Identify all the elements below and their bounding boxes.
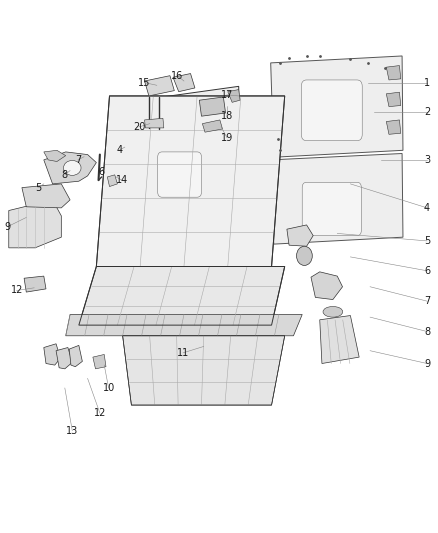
Polygon shape	[271, 154, 403, 244]
Polygon shape	[96, 96, 285, 266]
Text: 17: 17	[221, 90, 233, 100]
Text: 12: 12	[11, 286, 23, 295]
Text: 1: 1	[424, 78, 430, 87]
Polygon shape	[145, 76, 174, 96]
Polygon shape	[386, 120, 401, 134]
Text: 4: 4	[116, 146, 122, 155]
Text: 4: 4	[424, 203, 430, 213]
Polygon shape	[145, 118, 164, 128]
Polygon shape	[123, 336, 285, 405]
Polygon shape	[22, 184, 70, 208]
Polygon shape	[66, 314, 302, 336]
Text: 15: 15	[138, 78, 151, 87]
Polygon shape	[69, 345, 82, 367]
Text: 12: 12	[94, 408, 106, 418]
Text: 2: 2	[424, 107, 430, 117]
Text: 6: 6	[99, 167, 105, 176]
Text: 18: 18	[221, 111, 233, 121]
Text: 9: 9	[5, 222, 11, 231]
Ellipse shape	[323, 306, 343, 317]
Polygon shape	[386, 92, 401, 107]
Polygon shape	[271, 56, 403, 157]
FancyBboxPatch shape	[302, 182, 361, 236]
Polygon shape	[93, 354, 106, 369]
Text: 6: 6	[424, 266, 430, 276]
Polygon shape	[56, 348, 72, 369]
Text: 19: 19	[221, 133, 233, 142]
Polygon shape	[287, 225, 313, 246]
Text: 9: 9	[424, 359, 430, 368]
Polygon shape	[173, 74, 195, 92]
Polygon shape	[24, 276, 46, 292]
Polygon shape	[44, 152, 96, 184]
Polygon shape	[202, 120, 223, 132]
Text: 13: 13	[66, 426, 78, 435]
Text: 8: 8	[424, 327, 430, 336]
Text: 5: 5	[35, 183, 42, 192]
Polygon shape	[199, 97, 226, 116]
Polygon shape	[320, 316, 359, 364]
Polygon shape	[9, 200, 61, 248]
Text: 11: 11	[177, 348, 189, 358]
Polygon shape	[228, 90, 240, 102]
Polygon shape	[44, 150, 66, 161]
Text: 5: 5	[424, 236, 430, 246]
Text: 7: 7	[424, 296, 430, 306]
Ellipse shape	[64, 160, 81, 175]
Text: 10: 10	[102, 383, 115, 393]
FancyBboxPatch shape	[158, 152, 201, 197]
FancyBboxPatch shape	[301, 80, 362, 141]
Polygon shape	[79, 266, 285, 325]
Text: 8: 8	[62, 170, 68, 180]
Polygon shape	[44, 344, 60, 365]
Text: 3: 3	[424, 155, 430, 165]
Polygon shape	[139, 86, 240, 225]
Text: 7: 7	[75, 155, 81, 165]
Polygon shape	[386, 66, 401, 80]
Text: 16: 16	[171, 71, 184, 80]
Polygon shape	[107, 175, 117, 187]
Circle shape	[297, 246, 312, 265]
Polygon shape	[311, 272, 343, 300]
Text: 14: 14	[116, 175, 128, 185]
Text: 20: 20	[133, 122, 145, 132]
